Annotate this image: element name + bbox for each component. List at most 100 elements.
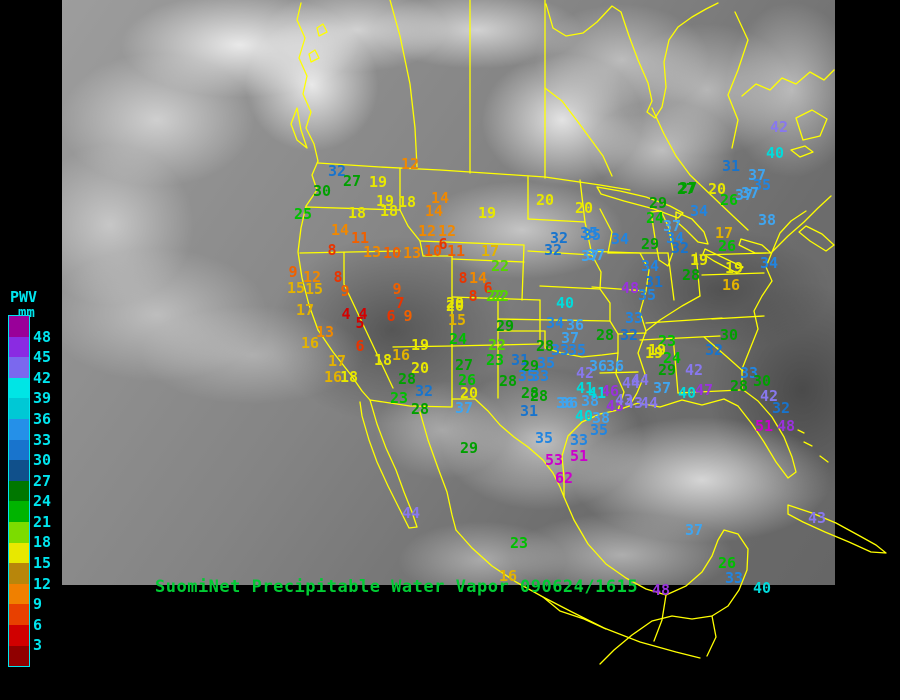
- station-value: 8: [468, 289, 477, 304]
- border-mexico-interior: [543, 595, 716, 656]
- station-value: 37: [741, 186, 759, 201]
- island-vancouver: [291, 108, 307, 148]
- legend-segment: [9, 625, 29, 646]
- station-value: 22: [486, 289, 504, 304]
- border-qc-labrador: [728, 12, 748, 148]
- station-value: 4: [341, 307, 350, 322]
- station-value: 35: [590, 423, 608, 438]
- coastline-us-east: [742, 211, 806, 389]
- station-value: 36: [606, 359, 624, 374]
- station-value: 9: [340, 284, 349, 299]
- station-value: 10: [424, 244, 442, 259]
- station-value: 20: [536, 193, 554, 208]
- legend-tick-label: 27: [33, 472, 51, 490]
- coastline-sonora: [420, 412, 456, 530]
- station-value: 32: [772, 401, 790, 416]
- border-ks-east: [600, 289, 610, 321]
- station-value: 20: [575, 201, 593, 216]
- legend-segment: [9, 440, 29, 461]
- legend-tick-label: 21: [33, 513, 51, 531]
- station-value: 8: [458, 271, 467, 286]
- station-value: 13: [403, 246, 421, 261]
- station-value: 44: [402, 506, 420, 521]
- station-value: 9: [288, 265, 297, 280]
- legend-tick-label: 12: [33, 575, 51, 593]
- station-value: 47: [695, 383, 713, 398]
- station-value: 40: [575, 409, 593, 424]
- station-value: 13: [363, 245, 381, 260]
- station-value: 12: [401, 157, 419, 172]
- station-value: 42: [770, 120, 788, 135]
- station-value: 28: [398, 372, 416, 387]
- legend-segment: [9, 357, 29, 378]
- station-value: 10: [383, 246, 401, 261]
- border-us-canada: [318, 163, 630, 190]
- station-value: 19: [478, 206, 496, 221]
- legend-segment: [9, 378, 29, 399]
- station-value: 35: [535, 431, 553, 446]
- legend-tick-label: 15: [33, 554, 51, 572]
- station-value: 4: [358, 307, 367, 322]
- station-value: 24: [646, 211, 664, 226]
- legend-segment: [9, 543, 29, 564]
- station-value: 40: [766, 146, 784, 161]
- legend-segment: [9, 481, 29, 502]
- legend-tick-label: 48: [33, 328, 51, 346]
- station-value: 33: [570, 433, 588, 448]
- station-value: 53: [545, 453, 563, 468]
- station-value: 41: [588, 386, 606, 401]
- station-value: 14: [425, 204, 443, 219]
- station-value: 20: [446, 296, 464, 311]
- island-nova-scotia: [799, 226, 834, 251]
- station-value: 51: [755, 419, 773, 434]
- station-value: 15: [448, 313, 466, 328]
- station-value: 32: [620, 328, 638, 343]
- lake-ontario: [739, 239, 771, 253]
- station-value: 29: [496, 319, 514, 334]
- station-value: 33: [725, 571, 743, 586]
- station-value: 29: [460, 441, 478, 456]
- station-value: 29: [641, 237, 659, 252]
- station-value: 16: [301, 336, 319, 351]
- station-value: 12: [418, 224, 436, 239]
- station-value: 9: [403, 309, 412, 324]
- station-value: 32: [415, 384, 433, 399]
- station-value: 18: [380, 204, 398, 219]
- station-value: 27: [677, 182, 695, 197]
- station-value: 44: [640, 396, 658, 411]
- lake-superior: [597, 187, 683, 218]
- coastline-hudson-bay: [546, 3, 718, 118]
- station-value: 19: [369, 175, 387, 190]
- coastline-gulf-st-lawrence: [772, 196, 831, 252]
- border-tn-south: [640, 336, 720, 340]
- station-value: 24: [449, 332, 467, 347]
- station-value: 15: [287, 281, 305, 296]
- station-value: 18: [348, 206, 366, 221]
- station-value: 26: [718, 239, 736, 254]
- legend-segment: [9, 522, 29, 543]
- legend-tick-label: 33: [33, 431, 51, 449]
- station-value: 16: [722, 278, 740, 293]
- legend-segment: [9, 584, 29, 605]
- legend-segment: [9, 398, 29, 419]
- station-value: 18: [398, 195, 416, 210]
- station-value: 19: [725, 261, 743, 276]
- station-value: 16: [392, 348, 410, 363]
- legend-segment: [9, 460, 29, 481]
- station-value: 33: [625, 311, 643, 326]
- legend-tick-label: 39: [33, 389, 51, 407]
- legend-tick-label: 45: [33, 348, 51, 366]
- station-value: 35: [638, 288, 656, 303]
- map-title: SuomiNet Precipitable Water Vapor 090624…: [155, 577, 638, 597]
- station-value: 34: [760, 256, 778, 271]
- station-value: 48: [652, 583, 670, 598]
- station-value: 35: [583, 228, 601, 243]
- station-value: 27: [343, 174, 361, 189]
- station-value: 18: [374, 353, 392, 368]
- station-value: 18: [340, 370, 358, 385]
- station-value: 11: [447, 244, 465, 259]
- station-value: 29: [658, 363, 676, 378]
- pwv-map-screen: 3227301925181918181214141411121261011131…: [0, 0, 900, 700]
- station-value: 31: [520, 404, 538, 419]
- coastline-labrador: [742, 70, 834, 96]
